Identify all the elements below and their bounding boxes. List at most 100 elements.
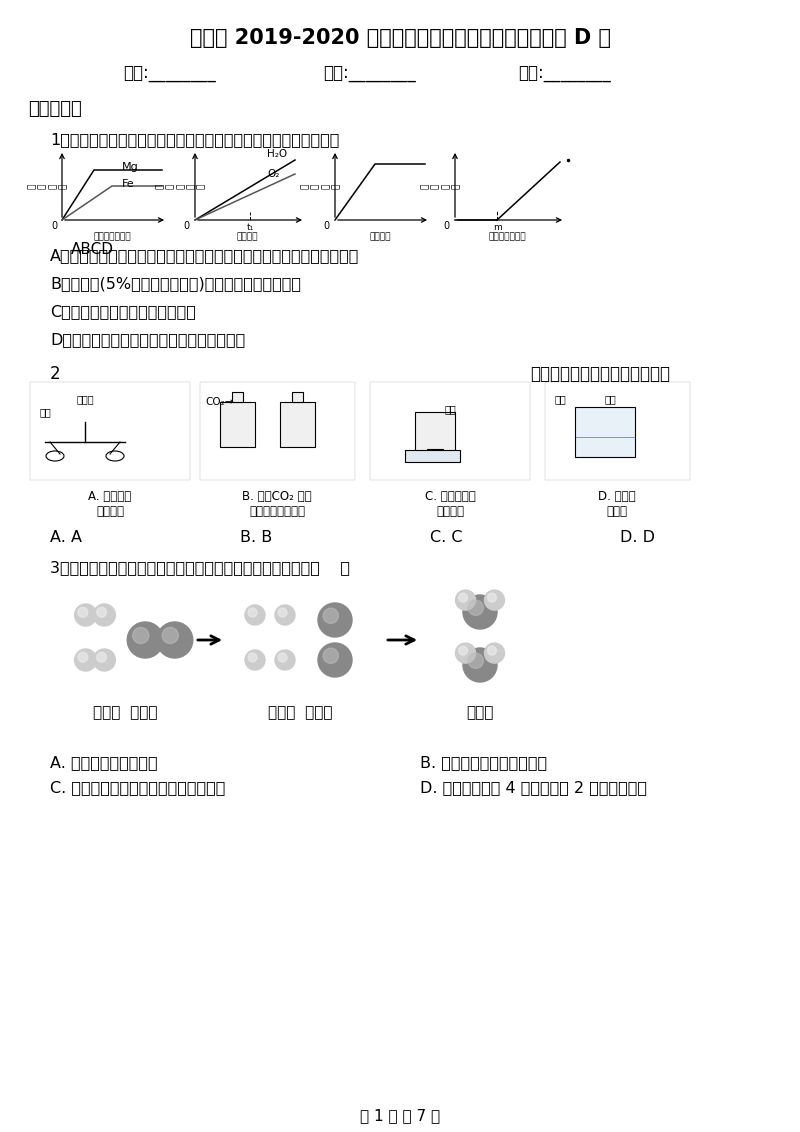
Bar [200, 381, 355, 480]
Text: H₂O: H₂O [267, 149, 287, 158]
Bar [370, 381, 530, 480]
Bar [545, 381, 690, 480]
Circle shape [463, 595, 497, 629]
Text: 水分子: 水分子 [466, 705, 494, 720]
Text: 固
体
质
量: 固 体 质 量 [301, 183, 341, 189]
Text: A. 生成物是一种化合物: A. 生成物是一种化合物 [50, 755, 158, 770]
Circle shape [275, 650, 295, 670]
Text: C. 该反应说明水是由氢气和氧气组成的: C. 该反应说明水是由氢气和氧气组成的 [50, 780, 226, 795]
Bar [220, 402, 255, 447]
Text: 0: 0 [324, 221, 330, 231]
Circle shape [468, 600, 483, 616]
Bar [280, 402, 315, 447]
Text: 下列实验设计，能达到目的的是: 下列实验设计，能达到目的的是 [530, 365, 670, 383]
Text: B．双氧水(5%的过氧化氢溶液)在二氧化锰催化下分解: B．双氧水(5%的过氧化氢溶液)在二氧化锰催化下分解 [50, 276, 301, 291]
Circle shape [455, 643, 475, 663]
Circle shape [323, 649, 338, 663]
Text: 氢原子  氧原子: 氢原子 氧原子 [268, 705, 332, 720]
Bar [30, 381, 190, 480]
Bar [427, 449, 443, 457]
Text: 加入稀盐酸质量: 加入稀盐酸质量 [488, 232, 526, 241]
Text: 1．下列图像表示化学实验中数量之间的对应关系，其中不合理的是: 1．下列图像表示化学实验中数量之间的对应关系，其中不合理的是 [50, 132, 339, 147]
Text: 白磷: 白磷 [555, 394, 566, 404]
Text: D. 每个水分子由 4 个氢原子和 2 个氧原子构成: D. 每个水分子由 4 个氢原子和 2 个氧原子构成 [420, 780, 647, 795]
Text: D. 探究燃
烧条件: D. 探究燃 烧条件 [598, 490, 636, 518]
Text: B. B: B. B [240, 530, 272, 544]
Circle shape [468, 653, 483, 668]
Circle shape [245, 604, 265, 625]
Text: 0: 0 [444, 221, 450, 231]
Text: C. C: C. C [430, 530, 462, 544]
Text: A. A: A. A [50, 530, 82, 544]
Text: 加入稀硫酸质量: 加入稀硫酸质量 [93, 232, 131, 241]
Text: 木炭: 木炭 [444, 404, 456, 414]
Text: B. 氢气燃烧生成了两种物质: B. 氢气燃烧生成了两种物质 [420, 755, 547, 770]
Text: Mg: Mg [122, 162, 138, 172]
Circle shape [458, 593, 467, 602]
Text: 加热时间: 加热时间 [370, 232, 390, 241]
Text: t₁: t₁ [246, 223, 254, 232]
Circle shape [97, 652, 106, 662]
Circle shape [485, 590, 505, 610]
Text: D．向一定质量的石灰石中加入过量的稀盐酸: D．向一定质量的石灰石中加入过量的稀盐酸 [50, 332, 246, 348]
Text: CO₂→: CO₂→ [205, 397, 234, 408]
Text: 红磷: 红磷 [605, 394, 617, 404]
Circle shape [94, 649, 115, 671]
Text: B. 验证CO₂ 能与
氢氧化钠溶液反应: B. 验证CO₂ 能与 氢氧化钠溶液反应 [242, 490, 312, 518]
Circle shape [463, 648, 497, 681]
Text: Fe: Fe [122, 179, 134, 189]
Text: 0: 0 [184, 221, 190, 231]
Circle shape [318, 643, 352, 677]
Text: 0: 0 [51, 221, 57, 231]
Text: 福州市 2019-2020 年度九年级上学期期中考试化学试题 D 卷: 福州市 2019-2020 年度九年级上学期期中考试化学试题 D 卷 [190, 28, 610, 48]
Circle shape [78, 652, 88, 662]
Circle shape [248, 608, 257, 617]
Circle shape [162, 627, 178, 644]
Circle shape [94, 604, 115, 626]
Text: 成绩:________: 成绩:________ [518, 65, 611, 83]
Circle shape [248, 653, 257, 662]
Circle shape [485, 643, 505, 663]
Text: 3．如图是氢气燃烧的微观示意图，从中获得的信息正确的是（    ）: 3．如图是氢气燃烧的微观示意图，从中获得的信息正确的是（ ） [50, 560, 350, 575]
Circle shape [318, 603, 352, 637]
Text: C．铜片在酒精灯火焰上充分灼烧: C．铜片在酒精灯火焰上充分灼烧 [50, 305, 196, 319]
Circle shape [278, 653, 287, 662]
Text: A．向等质量的镁粉和铁粉中分别加入过量且溶质质量分数相同的稀硫酸: A．向等质量的镁粉和铁粉中分别加入过量且溶质质量分数相同的稀硫酸 [50, 248, 359, 263]
Text: m: m [493, 223, 502, 232]
Text: 2: 2 [50, 365, 61, 383]
Circle shape [157, 621, 193, 658]
Text: 溶
液
质
量: 溶 液 质 量 [421, 183, 461, 189]
Text: ABCD: ABCD [70, 242, 114, 257]
Circle shape [323, 608, 338, 624]
Text: 氢
气
质
量: 氢 气 质 量 [28, 183, 68, 189]
Text: 玻璃管: 玻璃管 [76, 394, 94, 404]
Circle shape [245, 650, 265, 670]
Text: 氢分子  氧分子: 氢分子 氧分子 [93, 705, 158, 720]
Text: 一、单选题: 一、单选题 [28, 100, 82, 118]
Circle shape [487, 646, 497, 655]
Circle shape [74, 649, 97, 671]
Circle shape [97, 607, 106, 617]
Circle shape [74, 604, 97, 626]
Circle shape [487, 593, 497, 602]
Bar [405, 451, 460, 462]
Circle shape [133, 627, 149, 644]
Text: 白磷: 白磷 [39, 408, 51, 417]
Text: C. 测定空气中
氧气含量: C. 测定空气中 氧气含量 [425, 490, 475, 518]
Bar [415, 412, 455, 452]
Circle shape [275, 604, 295, 625]
Circle shape [127, 621, 163, 658]
Text: 反应时间: 反应时间 [236, 232, 258, 241]
Text: 班级:________: 班级:________ [324, 65, 416, 83]
Circle shape [458, 646, 467, 655]
Bar [575, 408, 635, 457]
Text: D. D: D. D [620, 530, 655, 544]
Text: A. 探究质量
守恒定律: A. 探究质量 守恒定律 [88, 490, 132, 518]
Circle shape [78, 607, 88, 617]
Circle shape [455, 590, 475, 610]
Text: 姓名:________: 姓名:________ [124, 65, 216, 83]
Bar [232, 392, 243, 402]
Text: 生
成
物
质
量: 生 成 物 质 量 [156, 183, 206, 189]
Circle shape [278, 608, 287, 617]
Text: O₂: O₂ [267, 169, 279, 179]
